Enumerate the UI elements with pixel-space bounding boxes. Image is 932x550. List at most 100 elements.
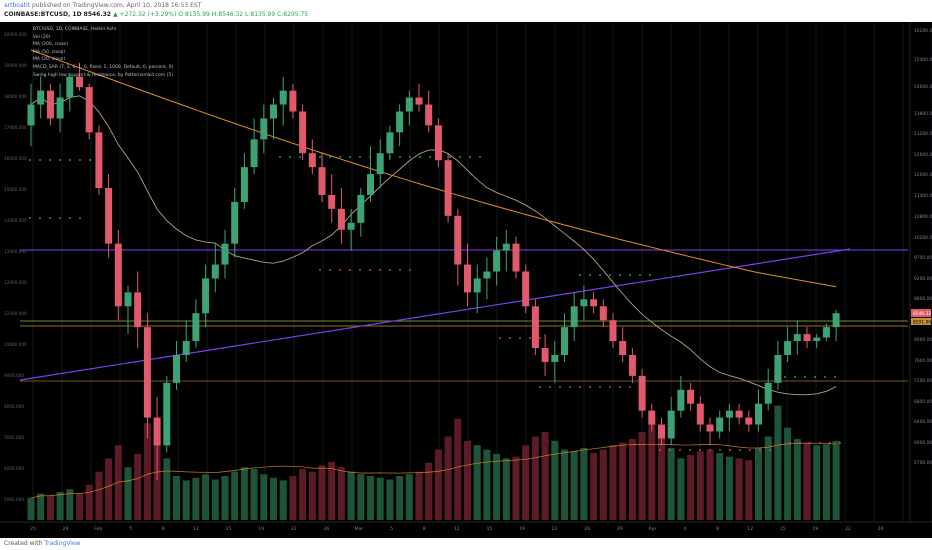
swing-low-dot xyxy=(769,449,771,451)
created-with: Created with TradingView xyxy=(4,540,81,547)
right-axis-tick: 10200.00 xyxy=(914,235,932,241)
candle-body xyxy=(502,243,510,251)
volume-bar xyxy=(260,474,268,520)
symbol-line: COINBASE:BTCUSD, 1D 8546.32 ▲ +272.32 (+… xyxy=(4,11,308,18)
swing-low-dot xyxy=(809,442,811,444)
tradingview-link[interactable]: TradingView xyxy=(44,540,81,547)
swing-low-dot xyxy=(339,269,341,271)
x-axis-tick: 5 xyxy=(129,526,132,532)
candle-body xyxy=(677,389,685,411)
volume-bar xyxy=(192,477,200,520)
candle-body xyxy=(134,292,142,328)
volume-bar xyxy=(337,467,345,520)
volume-bar xyxy=(784,427,792,520)
candle-body xyxy=(434,125,442,161)
volume-bar xyxy=(735,458,743,520)
swing-low-dot xyxy=(719,449,721,451)
swing-low-dot xyxy=(679,449,681,451)
volume-bar xyxy=(434,449,442,520)
candle-body xyxy=(76,76,83,88)
candle-body xyxy=(143,327,151,418)
x-axis-tick: Mar xyxy=(355,526,364,532)
candle-body xyxy=(832,313,840,328)
candle-body xyxy=(648,410,656,425)
volume-bar xyxy=(706,449,714,520)
candle-body xyxy=(590,299,598,307)
left-axis-tick: 10000.000 xyxy=(4,342,27,347)
x-axis-tick: 25 xyxy=(30,526,36,532)
volume-bar xyxy=(105,458,113,520)
candle-body xyxy=(822,327,830,338)
right-axis-tick: 15400.00 xyxy=(914,57,932,63)
legend-item: MA (200, close) xyxy=(33,42,68,48)
candle-body xyxy=(735,410,743,418)
ohlc-values: O:8135.99 H:8546.32 L:8135.99 C:8295.75 xyxy=(178,11,309,18)
volume-bar xyxy=(308,471,316,520)
volume-bar xyxy=(473,445,481,520)
swing-low-dot xyxy=(519,337,521,339)
candle-body xyxy=(415,97,423,105)
swing-high-dot xyxy=(79,159,81,161)
swing-high-dot xyxy=(319,156,321,158)
volume-bar xyxy=(143,423,151,520)
candle-body xyxy=(755,403,762,425)
candle-body xyxy=(56,97,64,119)
swing-high-dot xyxy=(339,156,341,158)
created-text: Created with xyxy=(4,540,43,547)
legend-item: MA (20, close) xyxy=(33,57,66,63)
candle-body xyxy=(46,90,54,119)
volume-bar xyxy=(551,440,559,520)
right-axis-tick: 8000.00 xyxy=(914,337,932,343)
candle-body xyxy=(318,167,326,195)
x-axis-tick: 22 xyxy=(552,526,558,532)
volume-bar xyxy=(522,445,530,520)
volume-bar xyxy=(221,476,229,520)
volume-bar xyxy=(37,493,45,520)
volume-bar xyxy=(454,418,462,520)
right-axis-tick: 6000.00 xyxy=(914,440,932,446)
footer-bar: Created with TradingView xyxy=(0,538,932,550)
swing-low-dot xyxy=(729,449,731,451)
publish-line: artboatit published on TradingView.com, … xyxy=(4,2,201,9)
left-axis-tick: 15000.000 xyxy=(4,187,27,192)
volume-bar xyxy=(696,451,704,520)
volume-bar xyxy=(386,479,394,520)
volume-bar xyxy=(405,474,413,520)
volume-bar xyxy=(512,456,520,520)
candle-body xyxy=(696,403,704,425)
volume-bar xyxy=(46,495,54,520)
left-axis-tick: 17000.000 xyxy=(4,125,27,130)
swing-low-dot xyxy=(689,449,691,451)
x-axis-tick: Feb xyxy=(94,526,102,532)
volume-bar xyxy=(570,451,578,520)
left-axis-tick: 12000.000 xyxy=(4,280,27,285)
volume-bar xyxy=(619,442,627,520)
left-axis-tick: 14000.000 xyxy=(4,218,27,223)
swing-low-dot xyxy=(359,269,361,271)
author-link[interactable]: artboatit xyxy=(4,2,31,9)
swing-low-dot xyxy=(569,386,571,388)
x-axis-tick: 19 xyxy=(258,526,264,532)
swing-low-dot xyxy=(839,442,841,444)
left-axis-tick: 9000.000 xyxy=(4,373,24,378)
publish-info: published on TradingView.com, April 10, … xyxy=(31,2,202,9)
price-tag-label: 8546.32 xyxy=(913,311,931,317)
swing-low-dot xyxy=(589,386,591,388)
swing-high-dot xyxy=(784,376,786,378)
x-axis-tick: Apr xyxy=(648,526,656,532)
x-axis-tick: 12 xyxy=(454,526,460,532)
x-axis-tick: 19 xyxy=(519,526,525,532)
swing-high-dot xyxy=(629,274,631,276)
candle-body xyxy=(706,424,714,432)
volume-bar xyxy=(124,467,132,520)
symbol-label: COINBASE:BTCUSD, 1D xyxy=(4,11,82,18)
candle-body xyxy=(522,271,530,307)
swing-high-dot xyxy=(419,156,421,158)
volume-bar xyxy=(764,436,772,520)
volume-bar xyxy=(609,445,617,520)
swing-low-dot xyxy=(29,217,31,219)
candle-body xyxy=(803,334,811,342)
candle-body xyxy=(337,208,345,230)
volume-bar xyxy=(367,476,374,520)
